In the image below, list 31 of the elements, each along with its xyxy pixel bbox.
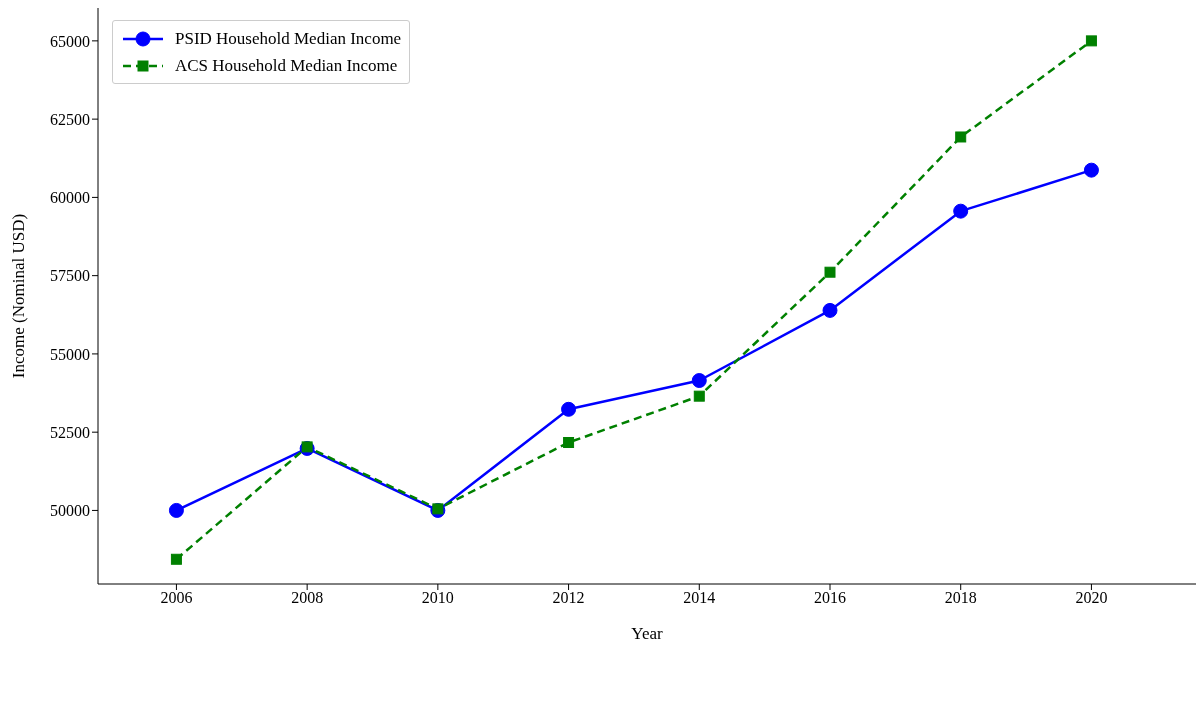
x-tick-label: 2014	[683, 589, 716, 607]
point	[1085, 35, 1097, 47]
point	[953, 203, 969, 219]
legend-label: ACS Household Median Income	[175, 55, 398, 76]
point	[563, 437, 575, 448]
point	[170, 553, 182, 565]
y-axis-title: Income (Nominal USD)	[9, 213, 29, 379]
x-axis-title: Year	[631, 624, 663, 643]
x-tick-label: 2010	[421, 589, 454, 607]
point	[822, 302, 838, 318]
y-tick-label: 55000	[50, 345, 90, 363]
point	[955, 131, 967, 143]
y-tick-label: 57500	[50, 267, 90, 285]
x-tick-label: 2012	[552, 589, 585, 607]
x-tick-label: 2018	[944, 589, 977, 607]
point	[693, 390, 705, 402]
point	[824, 266, 836, 278]
x-tick-label: 2020	[1075, 589, 1108, 607]
point	[561, 401, 577, 417]
y-tick-label: 62500	[50, 110, 90, 128]
x-tick-label: 2008	[291, 589, 324, 607]
y-tick-label: 50000	[50, 502, 90, 520]
y-tick-label: 65000	[50, 32, 90, 50]
legend-label: PSID Household Median Income	[175, 28, 402, 49]
y-tick-label: 60000	[50, 189, 90, 207]
point	[1083, 162, 1099, 178]
point	[691, 373, 707, 389]
point	[168, 502, 184, 518]
y-tick-label: 52500	[50, 423, 90, 441]
x-tick-label: 2016	[814, 589, 846, 607]
x-tick-label: 2006	[160, 589, 193, 607]
